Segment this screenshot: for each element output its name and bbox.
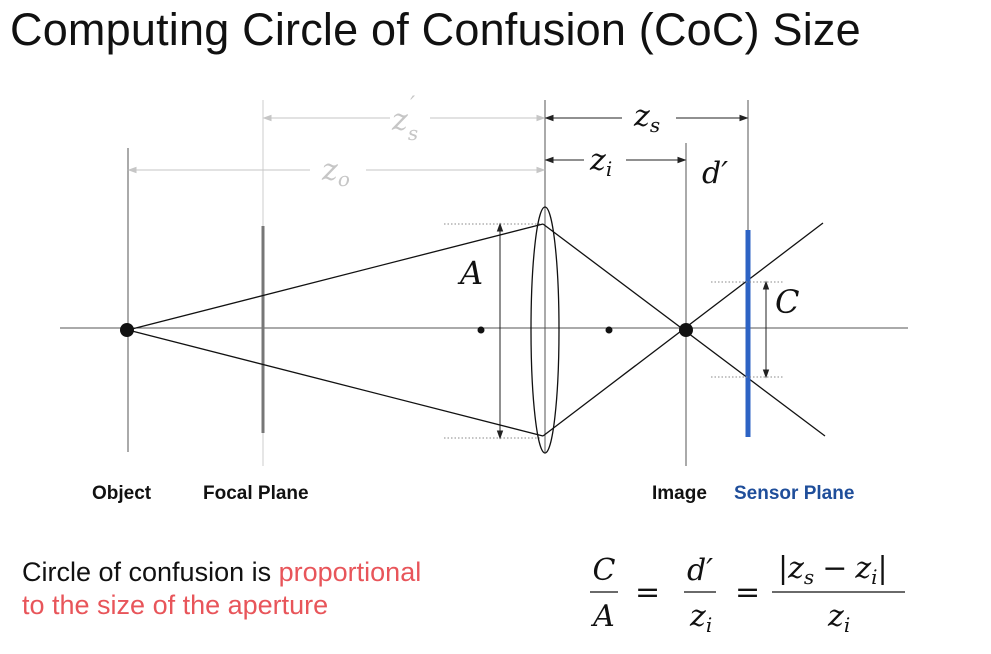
dim-zs <box>544 114 749 122</box>
lens <box>530 206 560 454</box>
caption-highlight-1: proportional <box>278 557 422 587</box>
zo-label: zo <box>321 153 350 191</box>
caption: Circle of confusion is proportional to t… <box>22 556 421 622</box>
zs-prime-label: zs′ <box>391 93 418 145</box>
dim-zo <box>127 166 546 174</box>
coc-extent <box>711 281 783 378</box>
focal-plane-label: Focal Plane <box>203 483 309 504</box>
aperture-arrow <box>496 222 504 440</box>
zi-label: zi <box>589 143 612 181</box>
formula-abs-diff: |zs − zi| <box>778 551 888 589</box>
formula-zi-2: zi <box>827 599 850 637</box>
coc-arrow <box>762 280 770 379</box>
formula-zi-1: zi <box>689 599 712 637</box>
formula-a: A <box>590 599 615 634</box>
formula-eq-2: = <box>735 575 760 610</box>
sensor-plane-label: Sensor Plane <box>734 483 855 504</box>
caption-text: Circle of confusion is <box>22 557 279 587</box>
formula-d-prime: d′ <box>687 553 713 588</box>
dim-zs-prime <box>262 114 546 122</box>
formula-c: C <box>593 553 616 588</box>
caption-highlight-2: to the size of the aperture <box>22 590 329 620</box>
dim-zi <box>544 156 687 164</box>
formula-eq-1: = <box>635 575 660 610</box>
aperture-label: A <box>457 254 483 292</box>
page-title: Computing Circle of Confusion (CoC) Size <box>10 4 861 55</box>
image-point <box>679 323 693 337</box>
object-point <box>120 323 134 337</box>
coc-label: C <box>775 283 799 321</box>
zs-label: zs <box>633 99 660 137</box>
focal-point-right <box>605 326 613 334</box>
focal-point-left <box>477 326 485 334</box>
image-label: Image <box>652 483 707 504</box>
d-prime-label: d′ <box>702 156 728 191</box>
aperture-extent <box>444 223 541 439</box>
object-label: Object <box>92 483 152 504</box>
